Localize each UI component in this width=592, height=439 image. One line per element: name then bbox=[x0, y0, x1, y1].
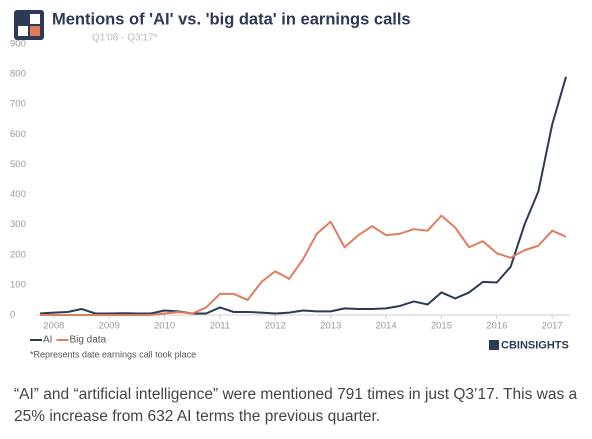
x-tick-label: 2009 bbox=[99, 321, 120, 332]
x-tick-label: 2017 bbox=[542, 321, 563, 332]
legend-label: AI bbox=[43, 335, 52, 346]
chart: Mentions of 'AI' vs. 'big data' in earni… bbox=[10, 10, 570, 359]
y-tick-label: 400 bbox=[10, 189, 26, 200]
y-tick-label: 200 bbox=[10, 249, 26, 260]
line-series bbox=[40, 214, 567, 316]
logo-icon bbox=[14, 10, 44, 40]
source-logo: CBINSIGHTS bbox=[489, 339, 569, 351]
caption: “AI” and “artificial intelligence” were … bbox=[14, 386, 578, 425]
y-tick-label: 600 bbox=[10, 129, 26, 140]
y-tick-label: 0 bbox=[10, 310, 15, 321]
y-tick-label: 300 bbox=[10, 219, 26, 230]
y-tick-label: 900 bbox=[10, 39, 26, 50]
y-tick-label: 500 bbox=[10, 159, 26, 170]
y-tick-label: 700 bbox=[10, 99, 26, 110]
x-tick-label: 2010 bbox=[154, 321, 175, 332]
x-tick-label: 2014 bbox=[375, 321, 396, 332]
x-tick-label: 2013 bbox=[320, 321, 341, 332]
x-tick-label: 2012 bbox=[265, 321, 286, 332]
chart-subtitle: Q1'08 - Q3'17* bbox=[92, 33, 158, 44]
footnote: *Represents date earnings call took plac… bbox=[30, 349, 196, 359]
x-tick-label: 2008 bbox=[43, 321, 64, 332]
legend-label: Big data bbox=[69, 335, 106, 346]
x-tick-label: 2016 bbox=[486, 321, 507, 332]
source-logo-text: CBINSIGHTS bbox=[501, 339, 569, 351]
x-tick-label: 2015 bbox=[431, 321, 452, 332]
y-tick-label: 100 bbox=[10, 279, 26, 290]
x-tick-label: 2011 bbox=[210, 321, 230, 332]
y-tick-label: 800 bbox=[10, 69, 26, 80]
chart-title: Mentions of 'AI' vs. 'big data' in earni… bbox=[52, 10, 411, 28]
line-series bbox=[39, 76, 567, 315]
